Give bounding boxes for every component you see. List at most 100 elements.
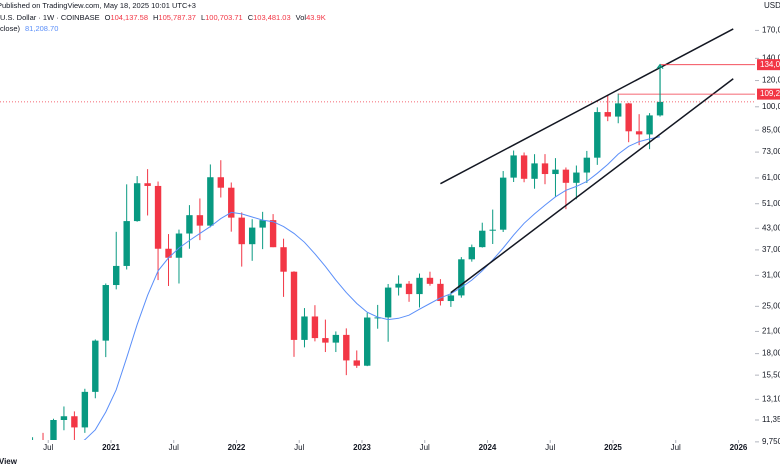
candle-body xyxy=(217,177,225,188)
candle-body xyxy=(395,283,402,288)
candle-body xyxy=(541,163,549,175)
x-tick-label: Jul xyxy=(671,443,681,452)
level-label: 134,000 xyxy=(760,60,780,69)
ohlc-key: L xyxy=(201,13,205,22)
ohlc-key: C xyxy=(248,13,254,22)
y-tick-label: 51,000 xyxy=(762,199,780,208)
x-tick-label: Jul xyxy=(545,443,555,452)
candle-body xyxy=(113,265,120,286)
ohlc-value: 100,703.71 xyxy=(205,13,243,22)
candle-body xyxy=(50,419,57,440)
y-tick-label: 18,000 xyxy=(762,349,780,358)
symbol-line: U.S. Dollar · 1W · COINBASE O104,137.58 H1… xyxy=(0,13,326,22)
candle-body xyxy=(468,247,475,260)
candle-body xyxy=(196,215,204,226)
y-tick-label: 120,000 xyxy=(762,76,780,85)
candle-body xyxy=(489,229,496,231)
x-tick-label: Jul xyxy=(169,443,179,452)
candle-body xyxy=(499,177,507,230)
candle-body xyxy=(133,183,141,222)
candle-body xyxy=(625,103,632,132)
candle-body xyxy=(280,247,287,272)
candle-body xyxy=(552,169,559,175)
candle-body xyxy=(71,416,78,428)
y-tick-label: 43,000 xyxy=(762,223,780,232)
candle-body xyxy=(635,131,643,135)
y-tick-label: 85,000 xyxy=(762,125,780,134)
ohlc-value: 105,787.37 xyxy=(158,13,196,22)
candle-body xyxy=(123,221,130,266)
x-tick-label: 2024 xyxy=(479,443,497,452)
candle-body xyxy=(531,163,538,179)
watermark: TradingView xyxy=(0,457,18,466)
ma-legend: close) 81,208.70 xyxy=(0,24,58,33)
candle-body xyxy=(426,277,434,284)
y-tick-label: 9,750 xyxy=(762,437,780,446)
candle-body xyxy=(615,103,622,117)
candle-body xyxy=(384,287,392,318)
candle-body xyxy=(154,185,162,249)
level-label-box xyxy=(757,88,780,100)
candle-body xyxy=(520,155,528,179)
candle-body xyxy=(646,115,653,135)
ohlc-key: Vol xyxy=(296,13,307,22)
y-tick-label: 25,000 xyxy=(762,301,780,310)
y-tick-label: 31,000 xyxy=(762,270,780,279)
candle-body xyxy=(238,217,245,245)
candle-body xyxy=(207,177,214,226)
y-tick-label: 21,000 xyxy=(762,327,780,336)
candle-body xyxy=(604,112,611,117)
candle-body xyxy=(573,172,580,183)
candle-body xyxy=(364,317,371,366)
ohlc-value: 43.9K xyxy=(306,13,326,22)
ma-name: close) xyxy=(0,24,21,33)
x-tick-label: 2022 xyxy=(228,443,246,452)
candle-body xyxy=(343,334,350,361)
x-tick-label: 2023 xyxy=(353,443,371,452)
y-tick-label: 140,000 xyxy=(762,53,780,62)
candle-body xyxy=(583,157,591,173)
level-label: 109,200 xyxy=(760,89,780,98)
y-tick-label: 73,000 xyxy=(762,147,780,156)
ohlc-value: 103,481.03 xyxy=(253,13,291,22)
x-tick-label: 2025 xyxy=(604,443,622,452)
candle-body xyxy=(353,360,360,366)
candle-body xyxy=(102,285,109,341)
candle-body xyxy=(144,183,151,186)
candle-body xyxy=(447,295,455,302)
candle-body xyxy=(186,215,193,234)
candle-body xyxy=(92,340,99,392)
y-tick-label: 37,000 xyxy=(762,245,780,254)
candle-body xyxy=(228,187,235,218)
candle-body xyxy=(332,334,340,343)
trendline xyxy=(450,78,734,294)
candle-body xyxy=(259,220,266,228)
candle-body xyxy=(269,220,277,248)
y-tick-label: 170,000 xyxy=(762,26,780,35)
candle-body xyxy=(562,169,570,183)
y-tick-label: 15,500 xyxy=(762,370,780,379)
candle-body xyxy=(437,283,444,302)
candle-body xyxy=(510,155,517,178)
moving-average xyxy=(83,136,661,440)
target-arrow-head xyxy=(656,63,664,70)
publish-note: Published on TradingView.com, May 18, 20… xyxy=(0,1,196,10)
ohlc-key: O xyxy=(105,13,111,22)
symbol: U.S. Dollar · 1W · COINBASE xyxy=(0,13,100,22)
candle-body xyxy=(81,391,89,428)
candle-body xyxy=(479,230,486,248)
y-tick-label: 100,000 xyxy=(762,102,780,111)
candle-body xyxy=(165,248,172,258)
candle-body xyxy=(301,316,308,340)
y-tick-label: 61,000 xyxy=(762,173,780,182)
currency: USD xyxy=(764,1,780,10)
ohlc-key: H xyxy=(153,13,158,22)
candle-body xyxy=(29,446,35,459)
candle-body xyxy=(594,112,601,158)
candle-body xyxy=(458,259,465,296)
candle-body xyxy=(322,338,329,343)
x-tick-label: 2021 xyxy=(102,443,120,452)
y-tick-label: 13,100 xyxy=(762,394,780,403)
